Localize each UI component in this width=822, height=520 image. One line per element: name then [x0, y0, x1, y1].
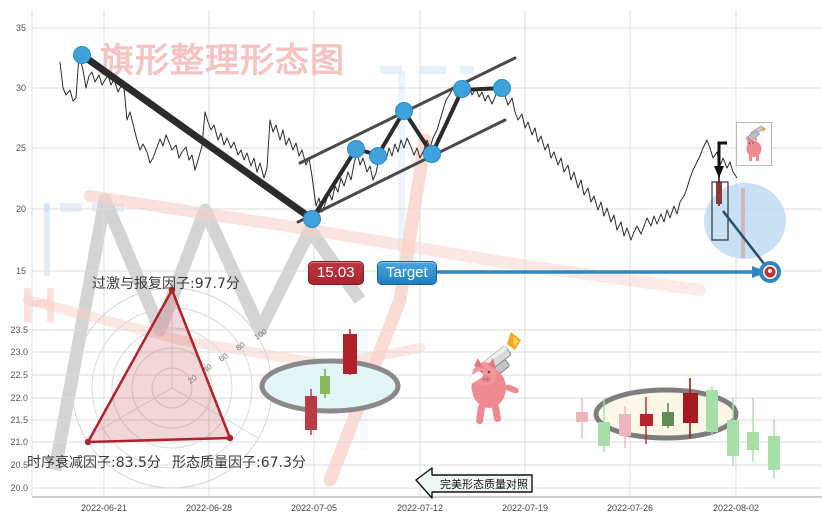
breakdown-band — [741, 188, 745, 258]
pivot-marker — [303, 210, 321, 228]
pivot-marker — [395, 102, 413, 120]
x-tick: 2022-08-02 — [712, 503, 760, 513]
x-tick: 2022-07-26 — [606, 503, 654, 513]
pivot-marker — [493, 79, 511, 97]
y-tick-secondary: 20.5 — [10, 460, 28, 470]
x-tick: 2022-06-28 — [185, 503, 233, 513]
y-tick-secondary: 23.5 — [10, 325, 28, 335]
y-tick-primary: 35 — [15, 23, 26, 33]
factor-label-aggression: 过激与报复因子:97.7分 — [92, 276, 240, 292]
channel-lower-trendline — [296, 118, 507, 224]
y-tick-secondary: 22.5 — [10, 370, 28, 380]
pivot-marker — [73, 46, 91, 64]
pivot-marker — [423, 145, 441, 163]
price-badge[interactable]: 15.03 — [308, 261, 364, 285]
x-tick: 2022-07-19 — [501, 503, 549, 513]
factor-label-time-decay: 时序衰减因子:83.5分 — [27, 455, 161, 471]
pivot-marker — [369, 147, 387, 165]
bullseye-dot — [768, 269, 772, 273]
y-tick-secondary: 21.5 — [10, 415, 28, 425]
y-tick-primary: 20 — [15, 204, 26, 214]
right-cluster-candles — [576, 378, 780, 478]
y-tick-secondary: 23.0 — [10, 347, 28, 357]
y-tick-primary: 25 — [15, 143, 26, 153]
y-tick-secondary: 22.0 — [10, 393, 28, 403]
price-line — [59, 54, 738, 241]
x-tick: 2022-06-21 — [80, 503, 128, 513]
callout-label-perfect-pattern: 完美形态质量对照 — [440, 478, 528, 491]
projection-arrow-line — [722, 210, 766, 266]
left-cluster-candles — [305, 329, 357, 435]
left-arrow-callout-icon — [415, 467, 533, 499]
pivot-marker — [347, 140, 365, 158]
mascot-thumbnail-box — [736, 122, 772, 166]
downtrend-pole — [78, 51, 316, 223]
pig-with-gun-icon — [467, 332, 521, 425]
radar-data-polygon — [86, 288, 232, 444]
target-badge[interactable]: Target — [377, 261, 437, 285]
chart-watermark-title: 旗形整理形态图 — [100, 41, 345, 81]
x-tick: 2022-07-12 — [396, 503, 444, 513]
y-tick-secondary: 21.0 — [10, 437, 28, 447]
breakdown-box — [711, 181, 729, 241]
y-tick-primary: 30 — [15, 83, 26, 93]
radar-data-points — [84, 286, 234, 446]
mascot-connector — [717, 141, 727, 172]
pig-with-gun-icon — [745, 125, 766, 161]
pivot-marker — [453, 80, 471, 98]
factor-label-pattern-quality: 形态质量因子:67.3分 — [172, 455, 306, 471]
mascot-connector-arrow — [714, 166, 724, 178]
y-tick-secondary: 20.0 — [10, 483, 28, 493]
y-tick-primary: 15 — [15, 266, 26, 276]
mascot-pig-large — [455, 330, 533, 430]
pivot-markers — [73, 46, 511, 228]
x-tick: 2022-07-05 — [290, 503, 338, 513]
radar-spokes — [85, 288, 259, 439]
